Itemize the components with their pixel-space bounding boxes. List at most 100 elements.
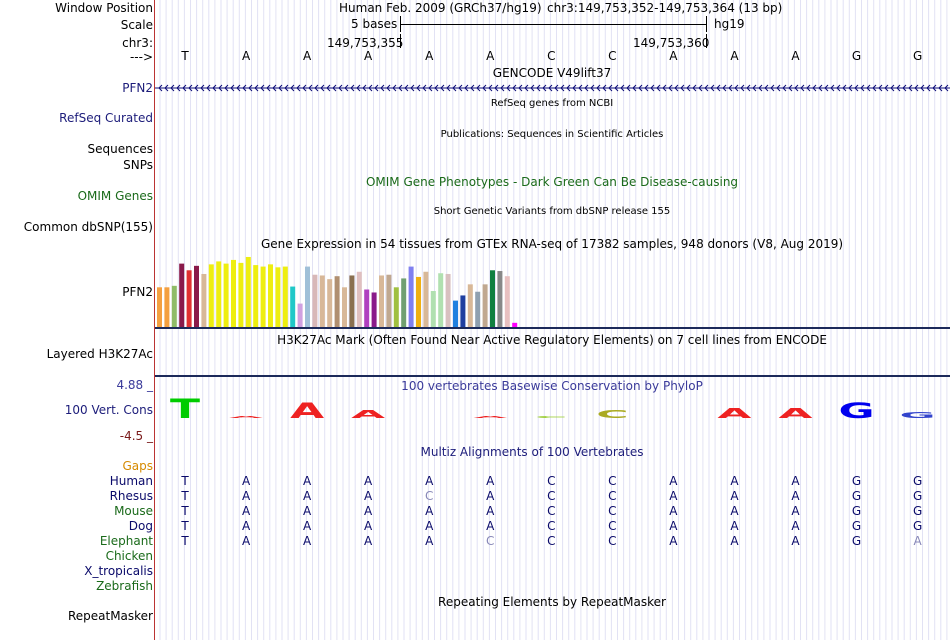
- strand-chevron: [242, 84, 247, 92]
- gtex-tissue-bar: [349, 275, 355, 328]
- aligned-base: G: [851, 474, 862, 488]
- strand-chevron: [914, 84, 919, 92]
- omim-track-label[interactable]: OMIM Genes: [77, 189, 153, 203]
- repeatmasker-track-label[interactable]: RepeatMasker: [67, 609, 153, 623]
- strand-chevron: [584, 84, 589, 92]
- aligned-base: A: [241, 489, 251, 503]
- strand-chevron: [446, 84, 451, 92]
- strand-chevron: [476, 84, 481, 92]
- gtex-tissue-bar: [356, 271, 362, 328]
- gencode-track-label[interactable]: PFN2: [122, 81, 153, 95]
- gtex-tissue-bar: [238, 262, 244, 328]
- strand-chevron: [668, 84, 673, 92]
- gaps-label[interactable]: Gaps: [122, 459, 153, 473]
- gtex-tissue-bar: [297, 303, 303, 328]
- gtex-tissue-bar: [208, 264, 214, 328]
- species-label[interactable]: Human: [109, 474, 153, 488]
- publications-label-sequences[interactable]: Sequences: [87, 142, 153, 156]
- base-letter: G: [912, 49, 923, 63]
- base-letter: A: [730, 49, 739, 63]
- strand-chevron: [602, 84, 607, 92]
- aligned-base: A: [730, 474, 739, 488]
- phylop-logo-letter: C: [535, 416, 567, 419]
- aligned-base: T: [181, 519, 189, 533]
- aligned-base: C: [608, 489, 617, 503]
- aligned-base: A: [791, 489, 800, 503]
- strand-chevron: [692, 84, 697, 92]
- species-label[interactable]: Zebrafish: [96, 579, 153, 593]
- aligned-base: A: [669, 519, 678, 533]
- strand-chevron: [380, 84, 385, 92]
- strand-chevron: [530, 84, 535, 92]
- gencode-gene-feature[interactable]: [155, 81, 950, 95]
- strand-chevron: [932, 84, 937, 92]
- strand-chevron: [848, 84, 853, 92]
- strand-chevron: [272, 84, 277, 92]
- gtex-tissue-bar: [194, 265, 199, 328]
- strand-chevron: [506, 84, 511, 92]
- strand-chevron: [158, 84, 163, 92]
- gtex-tissue-bar: [504, 276, 510, 328]
- strand-chevron: [650, 84, 655, 92]
- base-letter: C: [547, 49, 556, 63]
- phylop-track-label[interactable]: 100 Vert. Cons: [64, 403, 153, 417]
- gtex-bar-chart[interactable]: [155, 252, 535, 328]
- h3k27ac-track-label[interactable]: Layered H3K27Ac: [46, 347, 153, 361]
- aligned-base: A: [730, 504, 739, 518]
- strand-chevron: [782, 84, 787, 92]
- aligned-base: A: [241, 534, 251, 548]
- gtex-tissue-bar: [379, 275, 384, 328]
- aligned-base: A: [730, 489, 739, 503]
- refseq-track-label[interactable]: RefSeq Curated: [59, 111, 153, 125]
- publications-label-snps[interactable]: SNPs: [123, 158, 153, 172]
- gtex-tissue-bar: [253, 265, 259, 328]
- gencode-track-title: GENCODE V49lift37: [492, 66, 612, 80]
- dbsnp-track-label[interactable]: Common dbSNP(155): [23, 220, 153, 234]
- strand-chevron: [890, 84, 895, 92]
- aligned-base: A: [791, 519, 800, 533]
- aligned-base: A: [791, 474, 800, 488]
- strand-chevron: [866, 84, 871, 92]
- species-label[interactable]: Mouse: [114, 504, 153, 518]
- base-letter: A: [486, 49, 495, 63]
- publications-track-title: Publications: Sequences in Scientific Ar…: [440, 129, 664, 140]
- species-label[interactable]: Elephant: [99, 534, 153, 548]
- gtex-track-label[interactable]: PFN2: [122, 285, 153, 299]
- aligned-base: A: [486, 504, 495, 518]
- gtex-tissue-bar: [179, 263, 185, 328]
- strand-chevron: [608, 84, 613, 92]
- species-label[interactable]: X_tropicalis: [84, 564, 153, 578]
- gtex-tissue-bar: [512, 322, 518, 328]
- strand-chevron: [908, 84, 913, 92]
- gtex-tissue-bar: [268, 264, 273, 328]
- aligned-base: A: [669, 489, 678, 503]
- species-label[interactable]: Rhesus: [109, 489, 153, 503]
- strand-chevron: [596, 84, 601, 92]
- aligned-base: C: [424, 489, 434, 503]
- multiz-track-title: Multiz Alignments of 100 Vertebrates: [420, 445, 644, 459]
- strand-chevron: [734, 84, 739, 92]
- strand-chevron: [824, 84, 829, 92]
- strand-chevron: [350, 84, 355, 92]
- species-label[interactable]: Chicken: [105, 549, 153, 563]
- gtex-tissue-bar: [467, 284, 473, 328]
- strand-chevron: [674, 84, 679, 92]
- gtex-tissue-bar: [157, 287, 162, 328]
- strand-chevron: [770, 84, 775, 92]
- aligned-base: A: [669, 504, 678, 518]
- dbsnp-track-title: Short Genetic Variants from dbSNP releas…: [433, 206, 671, 217]
- strand-chevron: [884, 84, 889, 92]
- position-title[interactable]: chr3:149,753,352-149,753,364 (13 bp): [547, 1, 783, 15]
- strand-chevron: [308, 84, 313, 92]
- strand-chevron: [392, 84, 397, 92]
- strand-chevron: [266, 84, 271, 92]
- gtex-tissue-bar: [408, 266, 414, 328]
- aligned-base: A: [486, 489, 495, 503]
- gtex-tissue-bar: [164, 287, 170, 328]
- gtex-tissue-bar: [475, 291, 481, 328]
- gtex-tissue-bar: [290, 286, 296, 328]
- strand-chevron: [920, 84, 925, 92]
- strand-chevron: [428, 84, 433, 92]
- species-label[interactable]: Dog: [128, 519, 153, 533]
